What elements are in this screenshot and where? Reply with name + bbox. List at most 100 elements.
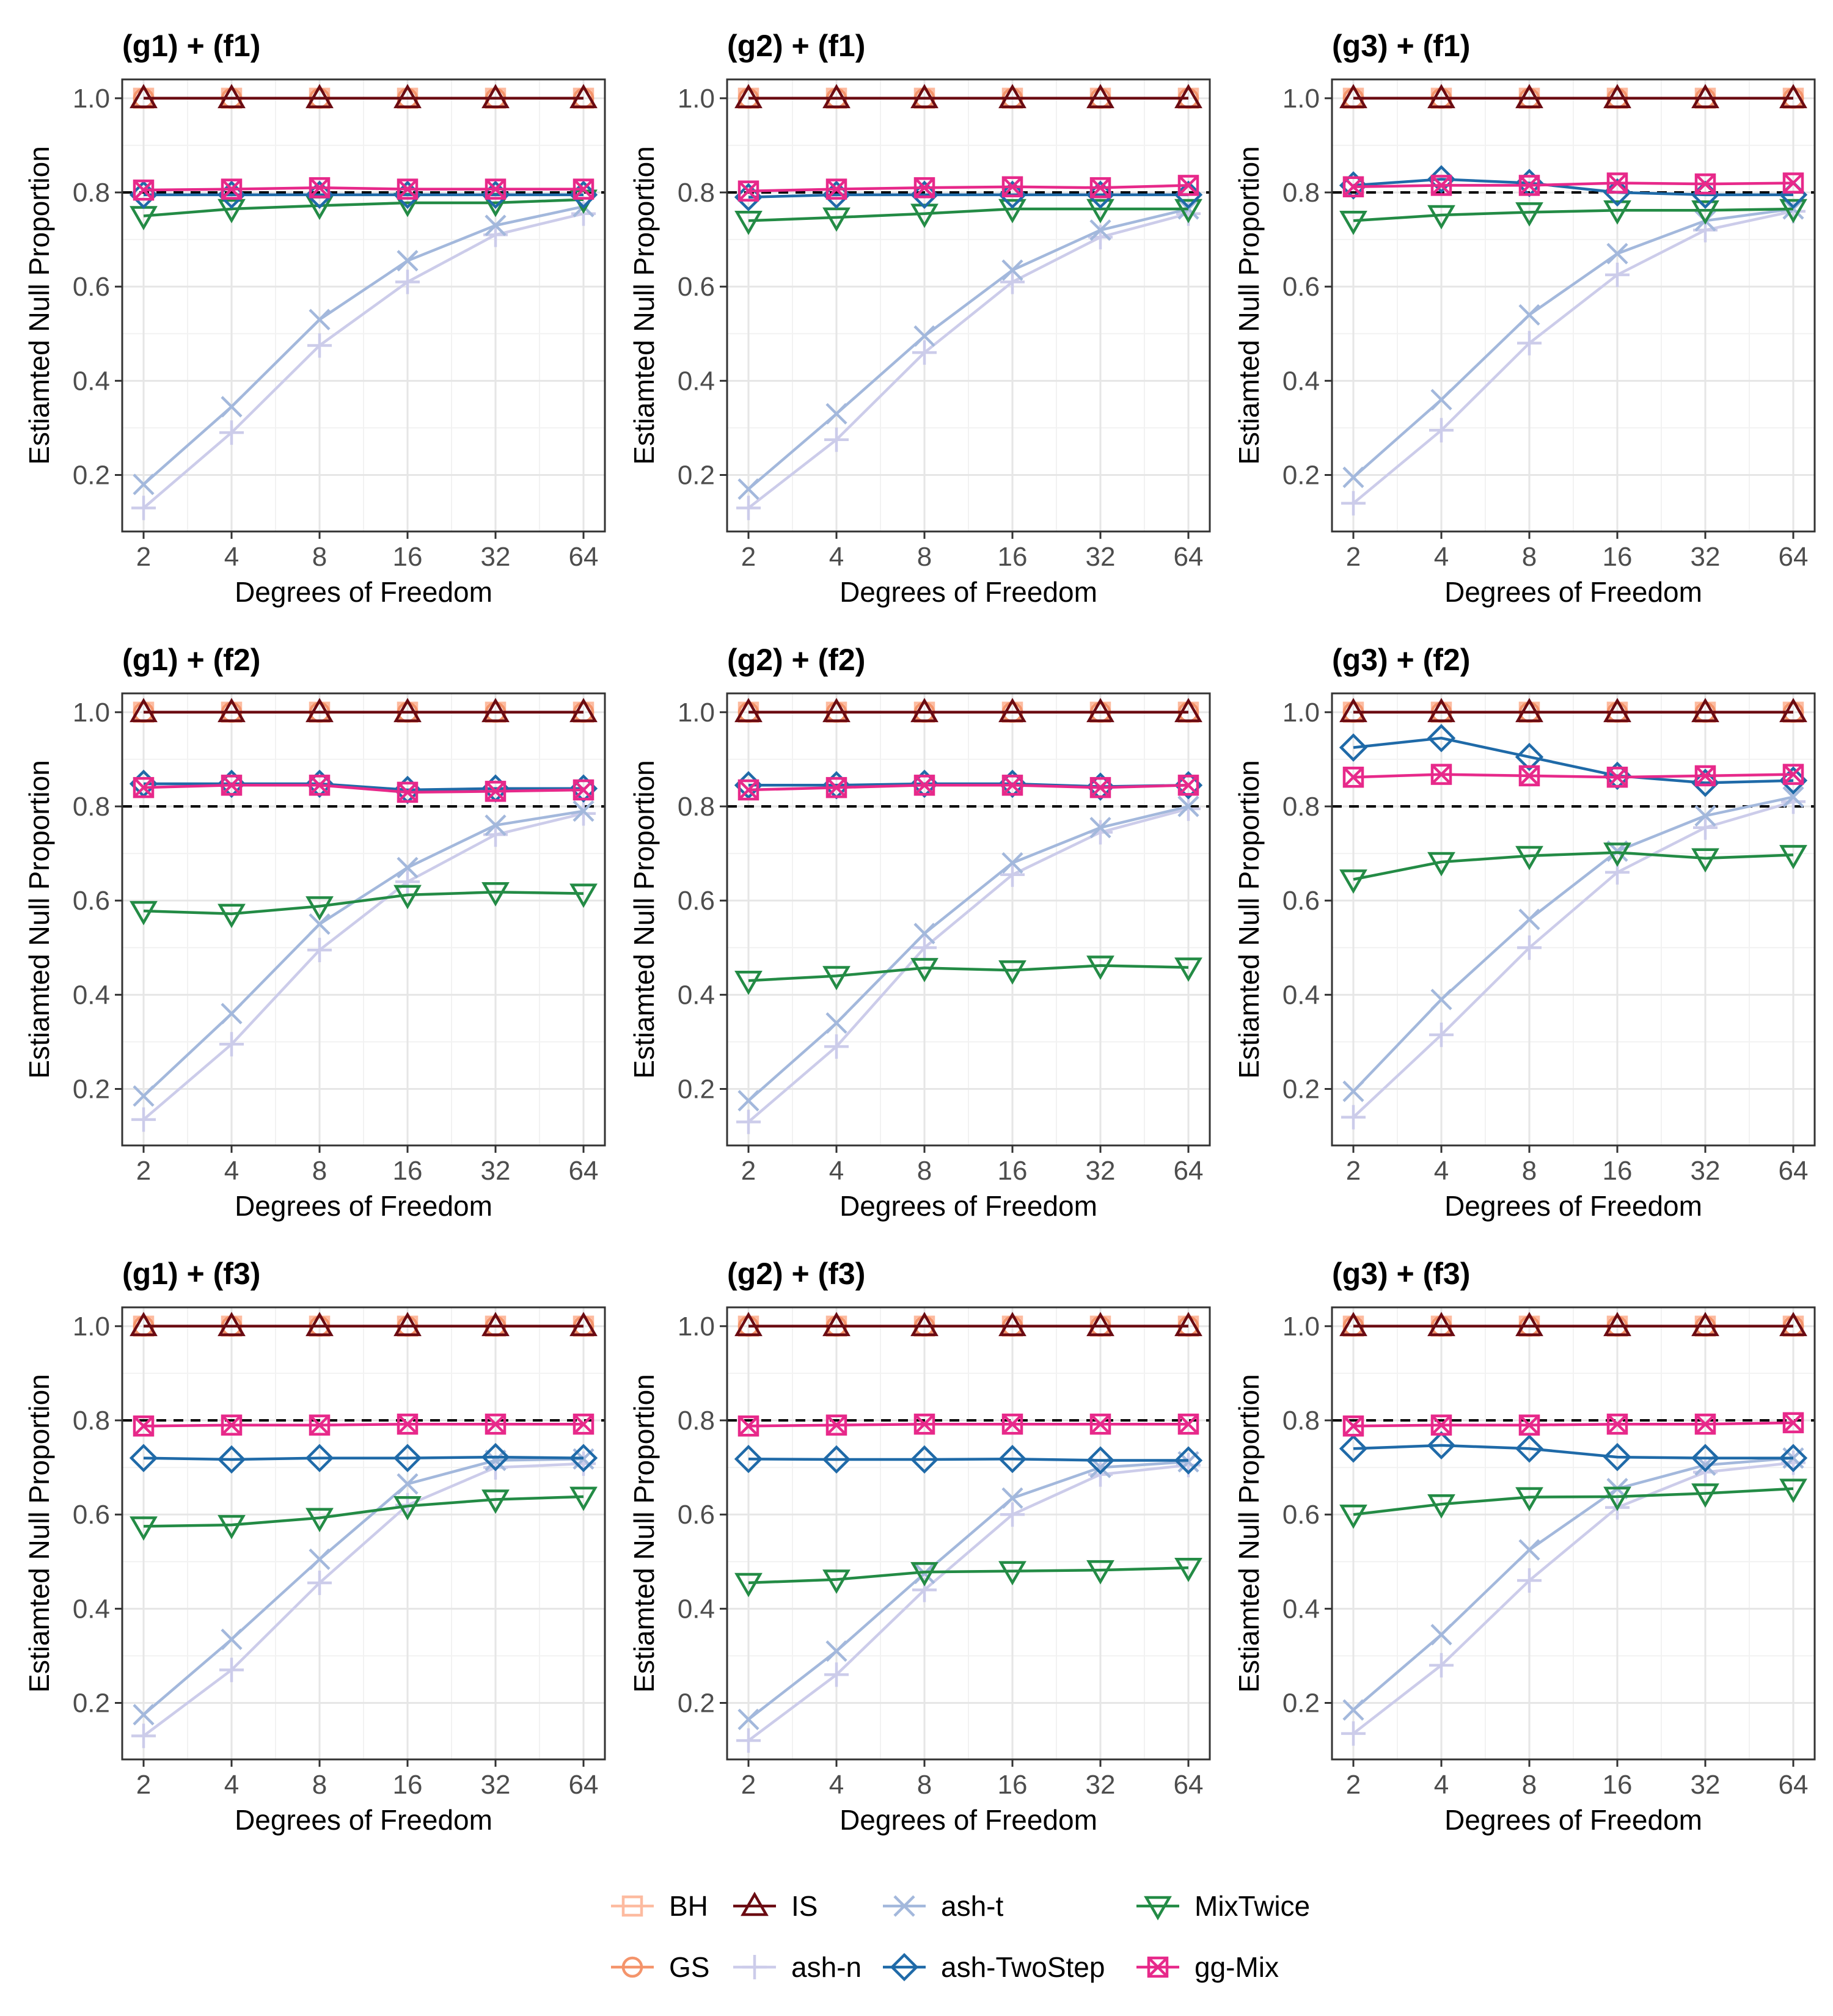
y-tick-label: 0.2 [73,461,110,491]
data-point [221,1414,243,1436]
x-tick-label: 32 [481,1156,511,1186]
data-point [481,1312,510,1337]
series-MixTwice [1339,1478,1807,1529]
y-axis-title: Estiamted Null Proportion [628,1374,660,1693]
series-IS [1339,84,1807,109]
data-point [219,1657,244,1682]
data-point [822,1445,851,1474]
panel-1: (g1) + (f1) 0.2 0.4 0.6 0.8 1.0 2 4 8 16 32 64 Degre… [23,29,606,608]
data-point [1515,845,1543,871]
data-point [481,882,510,907]
data-point [221,396,243,418]
x-tick-label: 16 [393,1156,423,1186]
data-point [1000,269,1025,294]
data-point [1342,176,1364,197]
y-tick-label: 0.4 [678,980,715,1010]
data-point [1000,862,1025,887]
data-point [1515,698,1543,723]
data-point [1517,331,1542,356]
data-point [1000,1502,1025,1527]
legend-item-gg-Mix: gg-Mix [1136,1951,1279,1983]
data-point [1086,1560,1114,1585]
x-tick-label: 64 [1779,542,1809,572]
data-point [393,1496,422,1521]
x-tick-label: 2 [741,1770,756,1800]
data-point [309,1548,331,1570]
data-point [485,781,507,802]
series-gg-Mix [133,775,595,803]
panel-border [726,692,1211,1147]
data-point [133,1415,155,1437]
x-axis-title: Degrees of Freedom [840,1804,1097,1836]
data-point [822,1312,851,1337]
y-axis-title: Estiamted Null Proportion [23,760,55,1079]
legend-key-marker [1147,1956,1169,1978]
series-line [1353,178,1793,197]
data-point [485,814,507,836]
legend-label: BH [669,1890,708,1922]
y-tick-label: 0.4 [73,1594,110,1624]
series-line [1352,800,1794,1119]
legend-label: ash-t [941,1890,1003,1922]
data-point [569,84,598,109]
data-point [910,1561,938,1587]
data-point [1603,84,1631,109]
data-point [1177,775,1199,796]
data-point [1341,1105,1366,1130]
legend-item-ash-n: ash-n [733,1951,862,1983]
data-point [1515,1434,1544,1463]
series-line [1353,773,1794,779]
x-tick-label: 4 [1434,1770,1449,1800]
data-point [1001,1487,1023,1509]
x-tick-label: 2 [136,1770,151,1800]
data-point [1339,733,1368,762]
x-tick-label: 64 [1174,542,1204,572]
data-point [131,1107,156,1132]
data-point [824,427,849,452]
x-tick-label: 64 [1174,1156,1204,1186]
data-point [998,1312,1026,1337]
x-tick-label: 16 [998,1156,1028,1186]
series-line [142,205,584,486]
data-point [1427,698,1455,723]
data-point [485,1449,507,1472]
x-tick-label: 4 [224,1156,239,1186]
data-point [1086,698,1114,723]
data-point [307,938,332,963]
data-point [1691,1312,1719,1337]
legend-key-marker [741,1891,769,1916]
data-point [1518,908,1540,930]
x-axis-title: Degrees of Freedom [235,576,492,608]
data-point [822,966,851,991]
data-point [1779,199,1807,224]
y-tick-label: 0.6 [73,272,110,302]
x-tick-label: 2 [741,542,756,572]
x-tick-label: 8 [917,542,932,572]
panel-border [121,692,606,1147]
data-point [307,1570,332,1595]
x-tick-label: 4 [829,1770,844,1800]
data-point [912,935,937,960]
data-point [309,775,331,796]
data-point [1174,1312,1202,1337]
data-point [1606,243,1628,265]
data-point [998,199,1026,224]
series-line [747,212,1189,509]
data-point [218,904,246,929]
x-tick-label: 32 [1086,1156,1116,1186]
series-gg-Mix [133,177,595,201]
data-point [306,896,334,921]
x-tick-label: 4 [1434,1156,1449,1186]
series-line [1353,736,1794,784]
data-point [129,1444,158,1472]
y-axis-title: Estiamted Null Proportion [1233,760,1265,1079]
series-line [748,1457,1188,1462]
y-tick-label: 0.8 [678,792,715,822]
series-line [1353,1444,1793,1459]
data-point [393,698,422,723]
x-tick-label: 4 [829,542,844,572]
data-point [736,495,761,520]
x-tick-label: 2 [741,1156,756,1186]
data-point [397,250,419,272]
series-IS [734,1312,1202,1337]
